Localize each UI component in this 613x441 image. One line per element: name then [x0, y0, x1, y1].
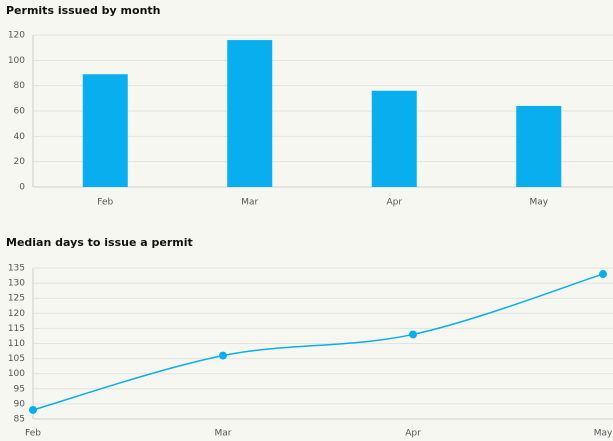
- chart-title: Median days to issue a permit: [6, 236, 193, 249]
- y-tick-label: 85: [14, 415, 25, 425]
- x-tick-label: Mar: [215, 429, 232, 439]
- y-tick-label: 60: [14, 107, 26, 117]
- y-tick-label: 0: [19, 183, 25, 193]
- y-tick-label: 80: [14, 81, 26, 91]
- y-tick-label: 20: [14, 157, 26, 167]
- x-tick-label: May: [594, 429, 613, 439]
- y-tick-label: 125: [8, 294, 25, 304]
- y-tick-label: 115: [8, 324, 25, 334]
- point: [409, 330, 417, 339]
- y-tick-label: 40: [14, 132, 26, 142]
- x-tick-label: Apr: [405, 429, 421, 439]
- y-tick-label: 110: [8, 339, 25, 349]
- point: [219, 351, 227, 360]
- y-tick-label: 95: [14, 384, 25, 394]
- bar: [227, 40, 273, 187]
- y-tick-label: 105: [8, 354, 25, 364]
- y-tick-label: 120: [8, 31, 25, 41]
- bar: [82, 74, 128, 187]
- x-tick-label: Apr: [386, 198, 402, 208]
- x-tick-label: Mar: [241, 198, 258, 208]
- line: [32, 273, 604, 411]
- x-tick-label: Feb: [25, 429, 41, 439]
- bar: [516, 105, 562, 187]
- point: [29, 405, 37, 414]
- y-tick-label: 130: [8, 279, 25, 289]
- x-tick-label: May: [529, 198, 548, 208]
- x-tick-label: Feb: [97, 198, 113, 208]
- bar: [371, 90, 417, 187]
- point: [599, 270, 607, 279]
- y-tick-label: 100: [8, 56, 25, 66]
- y-tick-label: 120: [8, 309, 25, 319]
- y-tick-label: 100: [8, 369, 25, 379]
- chart-title: Permits issued by month: [6, 4, 161, 17]
- y-tick-label: 90: [14, 399, 26, 409]
- y-tick-label: 135: [8, 264, 25, 274]
